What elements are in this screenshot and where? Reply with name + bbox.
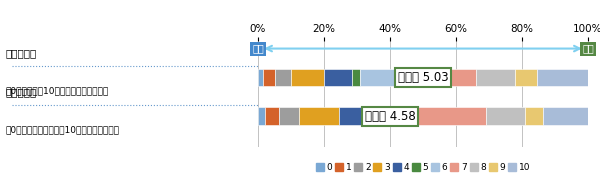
Bar (526, 107, 544, 125)
Bar (291, 68, 324, 86)
Text: 平均点 5.03: 平均点 5.03 (398, 71, 448, 84)
Bar (544, 107, 588, 125)
Bar (352, 68, 360, 86)
Bar (280, 107, 299, 125)
Text: （0全く不満／10完全に満足している）: （0全く不満／10完全に満足している） (6, 87, 109, 96)
Bar (339, 107, 365, 125)
Text: 森林充実感: 森林充実感 (6, 87, 37, 97)
Bar (258, 107, 265, 125)
Bar (515, 68, 537, 86)
Bar (263, 68, 275, 86)
Text: （0全く感じていない／10強く感じている）: （0全く感じていない／10強く感じている） (6, 126, 120, 135)
Bar (486, 107, 526, 125)
Bar (476, 68, 515, 86)
Text: 幸せ: 幸せ (582, 44, 594, 54)
Bar (299, 107, 339, 125)
Text: 森林満足度: 森林満足度 (6, 49, 37, 59)
Bar (258, 68, 263, 86)
Bar (324, 68, 352, 86)
Bar (372, 107, 418, 125)
Bar (418, 107, 486, 125)
Legend: 0, 1, 2, 3, 4, 5, 6, 7, 8, 9, 10: 0, 1, 2, 3, 4, 5, 6, 7, 8, 9, 10 (312, 160, 534, 176)
Bar (265, 107, 280, 125)
Bar (403, 68, 476, 86)
Text: 平均点 4.58: 平均点 4.58 (365, 110, 415, 123)
Text: 不幸: 不幸 (252, 44, 264, 54)
Bar (365, 107, 372, 125)
Bar (275, 68, 291, 86)
Bar (360, 68, 403, 86)
Bar (537, 68, 588, 86)
